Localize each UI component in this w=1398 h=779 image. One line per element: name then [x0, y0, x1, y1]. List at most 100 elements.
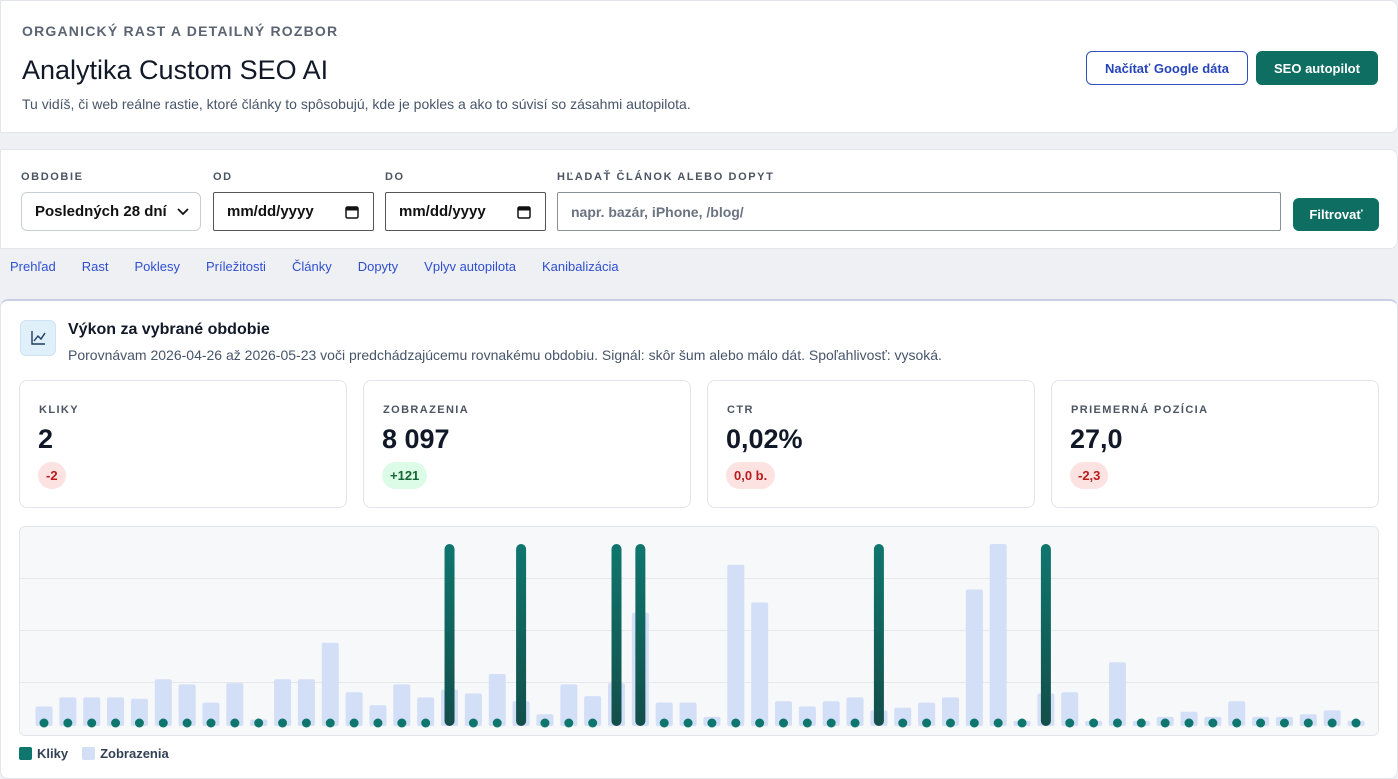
metric-card: PRIEMERNÁ POZÍCIA 27,0 -2,3	[1051, 380, 1379, 508]
impressions-bar	[464, 693, 482, 726]
from-placeholder: mm/dd/yyyy	[227, 203, 314, 220]
metric-value: 0,02%	[726, 424, 803, 454]
impressions-bar	[321, 642, 339, 726]
clicks-dot	[468, 718, 478, 728]
clicks-dot	[564, 718, 574, 728]
search-label: HĽADAŤ ČLÁNOK ALEBO DOPYT	[557, 171, 775, 183]
clicks-dot	[659, 718, 669, 728]
clicks-dot	[1112, 718, 1122, 728]
clicks-dot	[1256, 718, 1266, 728]
metric-change: -2,3	[1070, 462, 1109, 489]
clicks-dot	[1089, 718, 1099, 728]
filter-button[interactable]: Filtrovať	[1293, 198, 1379, 231]
clicks-bar	[635, 544, 646, 726]
clicks-dot	[349, 718, 359, 728]
impressions-bar	[941, 697, 959, 726]
tab[interactable]: Kanibalizácia	[541, 259, 619, 274]
impressions-bar	[178, 684, 196, 726]
clicks-dot	[230, 718, 240, 728]
to-label: DO	[385, 171, 405, 183]
calendar-icon	[517, 205, 531, 219]
impressions-bar	[655, 702, 673, 726]
bar-chart	[35, 544, 1365, 728]
tab[interactable]: Poklesy	[134, 259, 180, 274]
clicks-dot	[134, 718, 144, 728]
period-select[interactable]: Posledných 28 dní	[21, 192, 201, 231]
impressions-bar	[918, 702, 936, 726]
impressions-bar	[83, 697, 101, 726]
tab[interactable]: Dopyty	[357, 259, 399, 274]
impressions-bar	[989, 544, 1007, 726]
to-placeholder: mm/dd/yyyy	[399, 203, 486, 220]
clicks-dot	[373, 718, 383, 728]
impressions-bar	[965, 589, 983, 726]
tab[interactable]: Vplyv autopilota	[424, 259, 516, 274]
clicks-bar	[873, 544, 884, 726]
clicks-dot	[588, 718, 598, 728]
metric-label: ZOBRAZENIA	[383, 404, 470, 416]
chart-icon	[31, 331, 46, 345]
clicks-dot	[540, 718, 550, 728]
clicks-bar	[516, 544, 527, 726]
impressions-bar	[130, 698, 148, 726]
impressions-bar	[679, 702, 697, 726]
legend: Kliky Zobrazenia	[19, 746, 169, 761]
panel-title: Výkon za vybrané obdobie	[68, 321, 270, 338]
eyebrow: ORGANICKÝ RAST A DETAILNÝ ROZBOR	[22, 23, 339, 39]
header-card: ORGANICKÝ RAST A DETAILNÝ ROZBOR Analyti…	[0, 0, 1398, 133]
impressions-bar	[274, 679, 292, 726]
clicks-dot	[826, 718, 836, 728]
impressions-bar	[560, 684, 578, 726]
clicks-dot	[421, 718, 431, 728]
tab[interactable]: Príležitosti	[205, 259, 266, 274]
tab[interactable]: Rast	[81, 259, 109, 274]
search-input[interactable]: napr. bazár, iPhone, /blog/	[557, 192, 1281, 231]
to-input[interactable]: mm/dd/yyyy	[385, 192, 546, 231]
clicks-dot	[63, 718, 73, 728]
tab[interactable]: Prehľad	[10, 259, 56, 274]
legend-label: Kliky	[37, 746, 69, 761]
clicks-dot	[898, 718, 908, 728]
clicks-dot	[182, 718, 192, 728]
impressions-bar	[584, 696, 602, 726]
from-label: OD	[213, 171, 233, 183]
impressions-bar	[107, 697, 125, 726]
grid-decoration	[20, 682, 1378, 683]
metric-change: +121	[382, 462, 428, 489]
clicks-dot	[1160, 718, 1170, 728]
clicks-dot	[278, 718, 288, 728]
impressions-bar	[894, 707, 912, 726]
clicks-dot	[945, 718, 955, 728]
clicks-dot	[993, 718, 1003, 728]
clicks-dot	[111, 718, 121, 728]
grid-decoration	[20, 630, 1378, 631]
panel-icon	[20, 320, 56, 356]
impressions-bar	[59, 697, 77, 726]
page-title: Analytika Custom SEO AI	[22, 55, 329, 85]
clicks-dot	[158, 718, 168, 728]
clicks-dot	[707, 718, 717, 728]
clicks-dot	[755, 718, 765, 728]
clicks-dot	[683, 718, 693, 728]
impressions-bar	[345, 692, 363, 726]
impressions-bar	[846, 697, 864, 726]
from-input[interactable]: mm/dd/yyyy	[213, 192, 374, 231]
clicks-dot	[397, 718, 407, 728]
clicks-bar	[1040, 544, 1051, 726]
impressions-bar	[1228, 701, 1246, 726]
impressions-bar	[488, 674, 506, 726]
load-google-button[interactable]: Načítať Google dáta	[1086, 51, 1248, 85]
clicks-bar	[611, 544, 622, 726]
clicks-dot	[850, 718, 860, 728]
legend-item: Kliky	[19, 746, 68, 761]
clicks-dot	[1136, 718, 1146, 728]
impressions-bar	[417, 697, 435, 726]
clicks-dot	[1065, 718, 1075, 728]
seo-autopilot-button[interactable]: SEO autopilot	[1256, 51, 1378, 85]
legend-swatch	[19, 747, 32, 760]
clicks-dot	[731, 718, 741, 728]
tab[interactable]: Články	[291, 259, 332, 274]
page-description: Tu vidíš, či web reálne rastie, ktoré čl…	[22, 96, 691, 112]
metric-card: ZOBRAZENIA 8 097 +121	[363, 380, 691, 508]
period-value: Posledných 28 dní	[35, 203, 167, 220]
